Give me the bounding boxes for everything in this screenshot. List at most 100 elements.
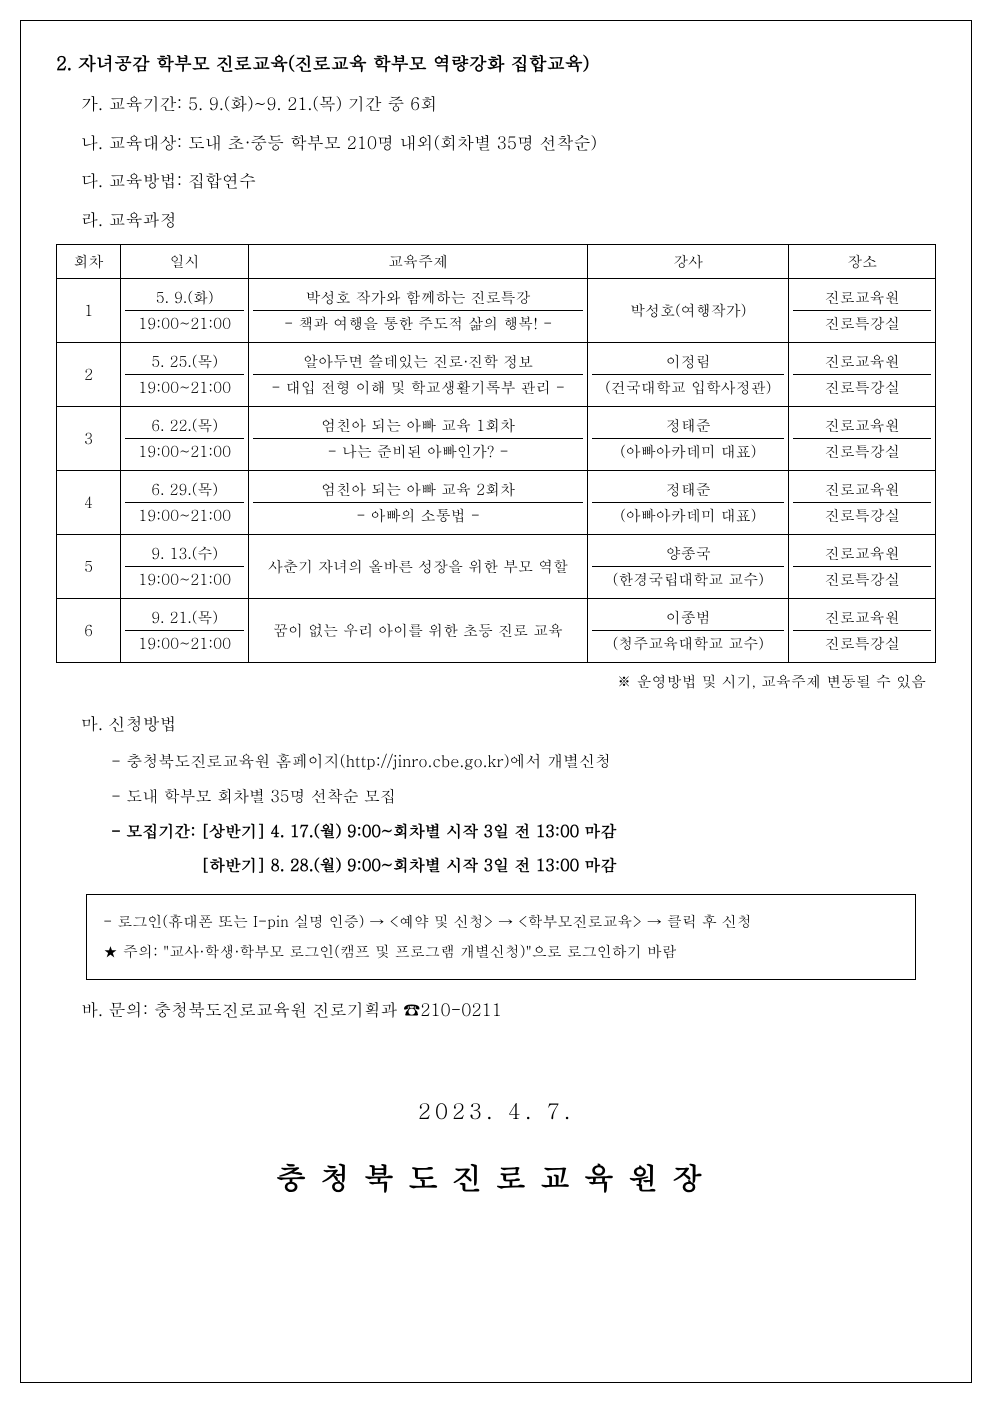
table-row: 5 9. 13.(수) 19:00~21:00 사춘기 자녀의 올바른 성장을 … — [57, 535, 936, 599]
date-bot: 19:00~21:00 — [125, 439, 244, 464]
table-body: 1 5. 9.(화) 19:00~21:00 박성호 작가와 함께하는 진로특강… — [57, 279, 936, 663]
date-top: 5. 25.(목) — [125, 349, 244, 375]
app-line4: [하반기] 8. 28.(월) 9:00~회차별 시작 3일 전 13:00 마… — [201, 851, 936, 880]
signature: 충청북도진로교육원장 — [56, 1156, 936, 1198]
cell-date: 6. 29.(목) 19:00~21:00 — [121, 471, 249, 535]
cell-lecturer: 이종범 (청주교육대학교 교수) — [588, 599, 789, 663]
curriculum-table: 회차 일시 교육주제 강사 장소 1 5. 9.(화) 19:00~21:00 … — [56, 244, 936, 663]
cell-topic: 알아두면 쓸데있는 진로·진학 정보 - 대입 전형 이해 및 학교생활기록부 … — [249, 343, 588, 407]
date-bot: 19:00~21:00 — [125, 375, 244, 400]
lect-bot: (건국대학교 입학사정관) — [592, 375, 784, 400]
cell-num: 6 — [57, 599, 121, 663]
topic-bot: - 대입 전형 이해 및 학교생활기록부 관리 - — [253, 375, 583, 400]
date-top: 5. 9.(화) — [125, 285, 244, 311]
cell-date: 6. 22.(목) 19:00~21:00 — [121, 407, 249, 471]
place-bot: 진로특강실 — [793, 439, 931, 464]
cell-lecturer: 정태준 (아빠아카데미 대표) — [588, 471, 789, 535]
item-ma: 마. 신청방법 — [81, 708, 936, 739]
topic-top: 엄친아 되는 아빠 교육 1회차 — [253, 413, 583, 439]
date-top: 9. 21.(목) — [125, 605, 244, 631]
cell-topic: 엄친아 되는 아빠 교육 1회차 - 나는 준비된 아빠인가? - — [249, 407, 588, 471]
place-top: 진로교육원 — [793, 541, 931, 567]
cell-lecturer: 양종국 (한경국립대학교 교수) — [588, 535, 789, 599]
cell-place: 진로교육원 진로특강실 — [789, 407, 936, 471]
th-place: 장소 — [789, 245, 936, 279]
lect-top: 이종범 — [592, 605, 784, 631]
table-row: 2 5. 25.(목) 19:00~21:00 알아두면 쓸데있는 진로·진학 … — [57, 343, 936, 407]
lect-top: 양종국 — [592, 541, 784, 567]
cell-topic: 사춘기 자녀의 올바른 성장을 위한 부모 역할 — [249, 535, 588, 599]
document-page: 2. 자녀공감 학부모 진로교육(진로교육 학부모 역량강화 집합교육) 가. … — [20, 20, 972, 1383]
lect-bot: (아빠아카데미 대표) — [592, 439, 784, 464]
table-header-row: 회차 일시 교육주제 강사 장소 — [57, 245, 936, 279]
item-da: 다. 교육방법: 집합연수 — [81, 165, 936, 196]
place-bot: 진로특강실 — [793, 567, 931, 592]
cell-lecturer: 정태준 (아빠아카데미 대표) — [588, 407, 789, 471]
place-bot: 진로특강실 — [793, 375, 931, 400]
cell-place: 진로교육원 진로특강실 — [789, 535, 936, 599]
topic-top: 알아두면 쓸데있는 진로·진학 정보 — [253, 349, 583, 375]
table-row: 3 6. 22.(목) 19:00~21:00 엄친아 되는 아빠 교육 1회차… — [57, 407, 936, 471]
cell-num: 2 — [57, 343, 121, 407]
lect-bot: (아빠아카데미 대표) — [592, 503, 784, 528]
date-bot: 19:00~21:00 — [125, 311, 244, 336]
table-row: 1 5. 9.(화) 19:00~21:00 박성호 작가와 함께하는 진로특강… — [57, 279, 936, 343]
cell-date: 9. 21.(목) 19:00~21:00 — [121, 599, 249, 663]
table-row: 6 9. 21.(목) 19:00~21:00 꿈이 없는 우리 아이를 위한 … — [57, 599, 936, 663]
th-topic: 교육주제 — [249, 245, 588, 279]
place-top: 진로교육원 — [793, 413, 931, 439]
app-line1: - 충청북도진로교육원 홈페이지(http://jinro.cbe.go.kr)… — [111, 747, 936, 776]
app-line3: - 모집기간: [상반기] 4. 17.(월) 9:00~회차별 시작 3일 전… — [111, 817, 936, 846]
cell-num: 1 — [57, 279, 121, 343]
cell-lecturer: 이정림 (건국대학교 입학사정관) — [588, 343, 789, 407]
lect-top: 이정림 — [592, 349, 784, 375]
place-bot: 진로특강실 — [793, 631, 931, 656]
cell-place: 진로교육원 진로특강실 — [789, 343, 936, 407]
info-line2: ★ 주의: "교사·학생·학부모 로그인(캠프 및 프로그램 개별신청)"으로 … — [103, 937, 899, 967]
cell-num: 5 — [57, 535, 121, 599]
place-top: 진로교육원 — [793, 285, 931, 311]
info-line1: - 로그인(휴대폰 또는 I-pin 실명 인증) → <예약 및 신청> → … — [103, 907, 899, 937]
cell-date: 9. 13.(수) 19:00~21:00 — [121, 535, 249, 599]
item-ga: 가. 교육기간: 5. 9.(화)~9. 21.(목) 기간 중 6회 — [81, 88, 936, 119]
table-note: ※ 운영방법 및 시기, 교육주제 변동될 수 있음 — [56, 671, 926, 692]
cell-place: 진로교육원 진로특강실 — [789, 471, 936, 535]
place-top: 진로교육원 — [793, 605, 931, 631]
app-line2: - 도내 학부모 회차별 35명 선착순 모집 — [111, 782, 936, 811]
cell-topic: 엄친아 되는 아빠 교육 2회차 - 아빠의 소통법 - — [249, 471, 588, 535]
issue-date: 2023. 4. 7. — [56, 1095, 936, 1126]
date-top: 9. 13.(수) — [125, 541, 244, 567]
cell-num: 3 — [57, 407, 121, 471]
lect-top: 정태준 — [592, 477, 784, 503]
cell-place: 진로교육원 진로특강실 — [789, 599, 936, 663]
cell-topic: 박성호 작가와 함께하는 진로특강 - 책과 여행을 통한 주도적 삶의 행복!… — [249, 279, 588, 343]
place-top: 진로교육원 — [793, 349, 931, 375]
lect-bot: (청주교육대학교 교수) — [592, 631, 784, 656]
topic-bot: - 나는 준비된 아빠인가? - — [253, 439, 583, 464]
date-bot: 19:00~21:00 — [125, 567, 244, 592]
topic-top: 박성호 작가와 함께하는 진로특강 — [253, 285, 583, 311]
cell-topic: 꿈이 없는 우리 아이를 위한 초등 진로 교육 — [249, 599, 588, 663]
cell-date: 5. 25.(목) 19:00~21:00 — [121, 343, 249, 407]
cell-date: 5. 9.(화) 19:00~21:00 — [121, 279, 249, 343]
th-date: 일시 — [121, 245, 249, 279]
section-title: 2. 자녀공감 학부모 진로교육(진로교육 학부모 역량강화 집합교육) — [56, 51, 936, 76]
item-ra: 라. 교육과정 — [81, 204, 936, 235]
item-na: 나. 교육대상: 도내 초·중등 학부모 210명 내외(회차별 35명 선착순… — [81, 127, 936, 158]
date-bot: 19:00~21:00 — [125, 503, 244, 528]
topic-bot: - 아빠의 소통법 - — [253, 503, 583, 528]
place-bot: 진로특강실 — [793, 503, 931, 528]
topic-bot: - 책과 여행을 통한 주도적 삶의 행복! - — [253, 311, 583, 336]
item-ba: 바. 문의: 충청북도진로교육원 진로기획과 ☎210-0211 — [81, 994, 936, 1025]
topic-top: 엄친아 되는 아빠 교육 2회차 — [253, 477, 583, 503]
cell-place: 진로교육원 진로특강실 — [789, 279, 936, 343]
info-box: - 로그인(휴대폰 또는 I-pin 실명 인증) → <예약 및 신청> → … — [86, 894, 916, 980]
lect-bot: (한경국립대학교 교수) — [592, 567, 784, 592]
th-num: 회차 — [57, 245, 121, 279]
th-lecturer: 강사 — [588, 245, 789, 279]
table-row: 4 6. 29.(목) 19:00~21:00 엄친아 되는 아빠 교육 2회차… — [57, 471, 936, 535]
lect-top: 정태준 — [592, 413, 784, 439]
date-top: 6. 22.(목) — [125, 413, 244, 439]
place-bot: 진로특강실 — [793, 311, 931, 336]
place-top: 진로교육원 — [793, 477, 931, 503]
